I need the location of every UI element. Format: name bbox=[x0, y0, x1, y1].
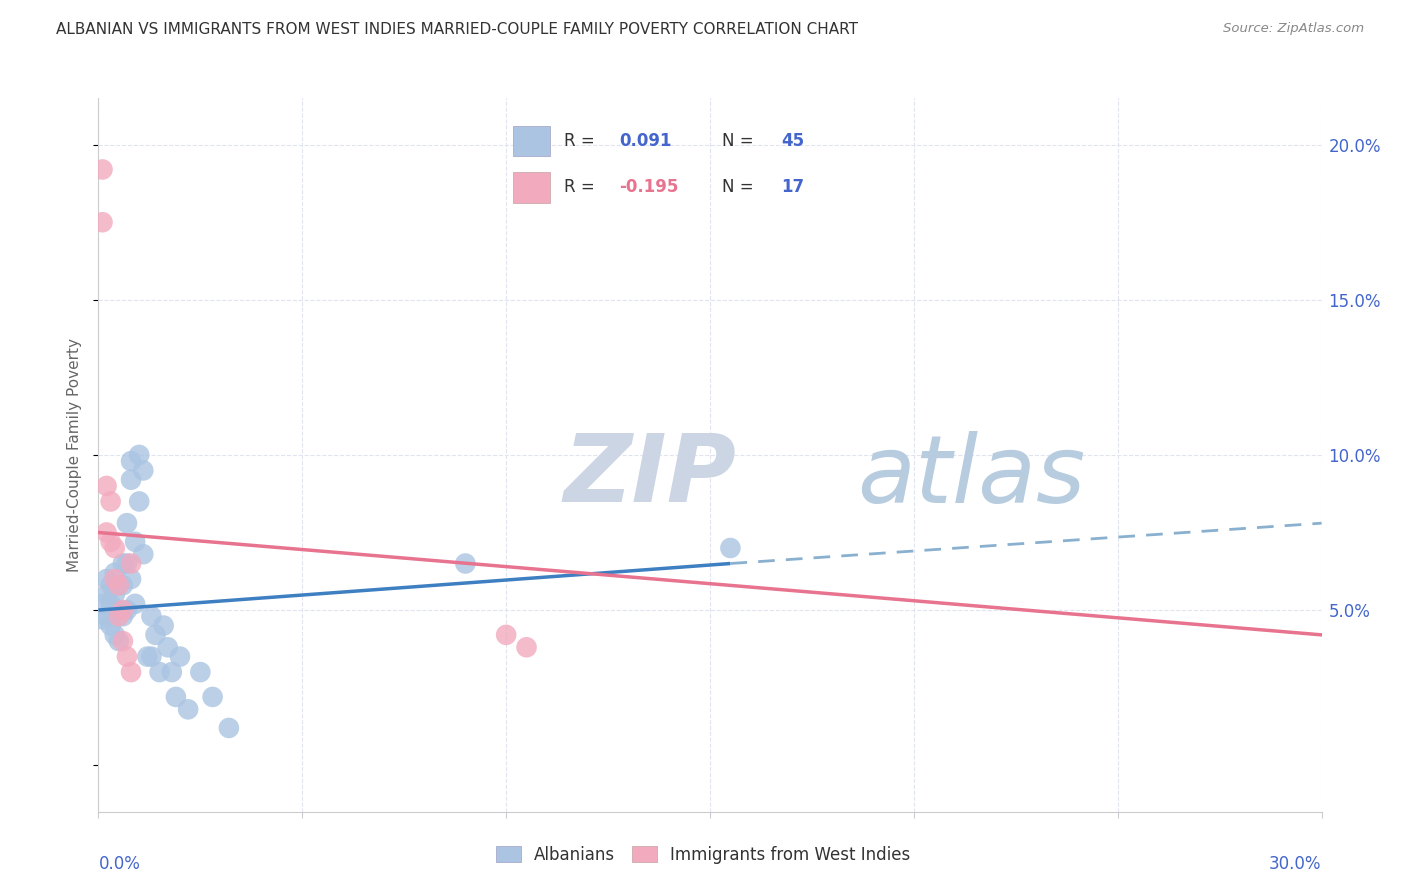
Point bbox=[91, 215, 114, 229]
Point bbox=[96, 479, 118, 493]
Point bbox=[96, 588, 118, 602]
Point bbox=[128, 494, 150, 508]
Point bbox=[100, 494, 122, 508]
Point bbox=[115, 649, 138, 664]
Point bbox=[141, 649, 163, 664]
Point bbox=[218, 721, 240, 735]
Text: 30.0%: 30.0% bbox=[1270, 855, 1322, 872]
Point bbox=[720, 541, 742, 555]
Text: atlas: atlas bbox=[856, 431, 1085, 522]
Point bbox=[111, 578, 134, 592]
Point bbox=[188, 665, 212, 679]
Point bbox=[132, 547, 155, 561]
Point bbox=[111, 634, 134, 648]
Point bbox=[165, 690, 187, 704]
Point bbox=[111, 603, 134, 617]
Text: Source: ZipAtlas.com: Source: ZipAtlas.com bbox=[1223, 22, 1364, 36]
Point bbox=[104, 541, 127, 555]
Point bbox=[156, 640, 179, 655]
Point bbox=[124, 534, 146, 549]
Point bbox=[96, 609, 118, 624]
Text: 0.0%: 0.0% bbox=[98, 855, 141, 872]
Point bbox=[108, 578, 131, 592]
Point bbox=[100, 578, 122, 592]
Text: ZIP: ZIP bbox=[564, 430, 737, 523]
Point bbox=[152, 618, 174, 632]
Point bbox=[104, 572, 127, 586]
Point bbox=[100, 534, 122, 549]
Point bbox=[91, 612, 114, 626]
Point bbox=[104, 628, 127, 642]
Point bbox=[108, 578, 131, 592]
Point bbox=[120, 557, 142, 571]
Point bbox=[120, 473, 142, 487]
Point bbox=[100, 618, 122, 632]
Point bbox=[91, 162, 114, 177]
Point bbox=[454, 557, 477, 571]
Point bbox=[177, 702, 200, 716]
Point bbox=[132, 463, 155, 477]
Point bbox=[145, 628, 167, 642]
Point bbox=[120, 665, 142, 679]
Point bbox=[128, 448, 150, 462]
Point bbox=[104, 588, 127, 602]
Point bbox=[149, 665, 172, 679]
Point bbox=[96, 572, 118, 586]
Point bbox=[108, 609, 131, 624]
Point bbox=[104, 566, 127, 580]
Legend: Albanians, Immigrants from West Indies: Albanians, Immigrants from West Indies bbox=[489, 839, 917, 871]
Point bbox=[115, 603, 138, 617]
Point bbox=[108, 603, 131, 617]
Point bbox=[495, 628, 517, 642]
Point bbox=[120, 572, 142, 586]
Point bbox=[516, 640, 538, 655]
Point bbox=[201, 690, 224, 704]
Point bbox=[100, 597, 122, 611]
Point bbox=[141, 609, 163, 624]
Text: ALBANIAN VS IMMIGRANTS FROM WEST INDIES MARRIED-COUPLE FAMILY POVERTY CORRELATIO: ALBANIAN VS IMMIGRANTS FROM WEST INDIES … bbox=[56, 22, 858, 37]
Point bbox=[136, 649, 159, 664]
Point bbox=[108, 634, 131, 648]
Point bbox=[124, 597, 146, 611]
Point bbox=[120, 454, 142, 468]
Point bbox=[96, 525, 118, 540]
Point bbox=[111, 557, 134, 571]
Point bbox=[115, 516, 138, 531]
Point bbox=[169, 649, 191, 664]
Point bbox=[91, 597, 114, 611]
Y-axis label: Married-Couple Family Poverty: Married-Couple Family Poverty bbox=[67, 338, 83, 572]
Point bbox=[111, 609, 134, 624]
Point bbox=[115, 557, 138, 571]
Point bbox=[160, 665, 183, 679]
